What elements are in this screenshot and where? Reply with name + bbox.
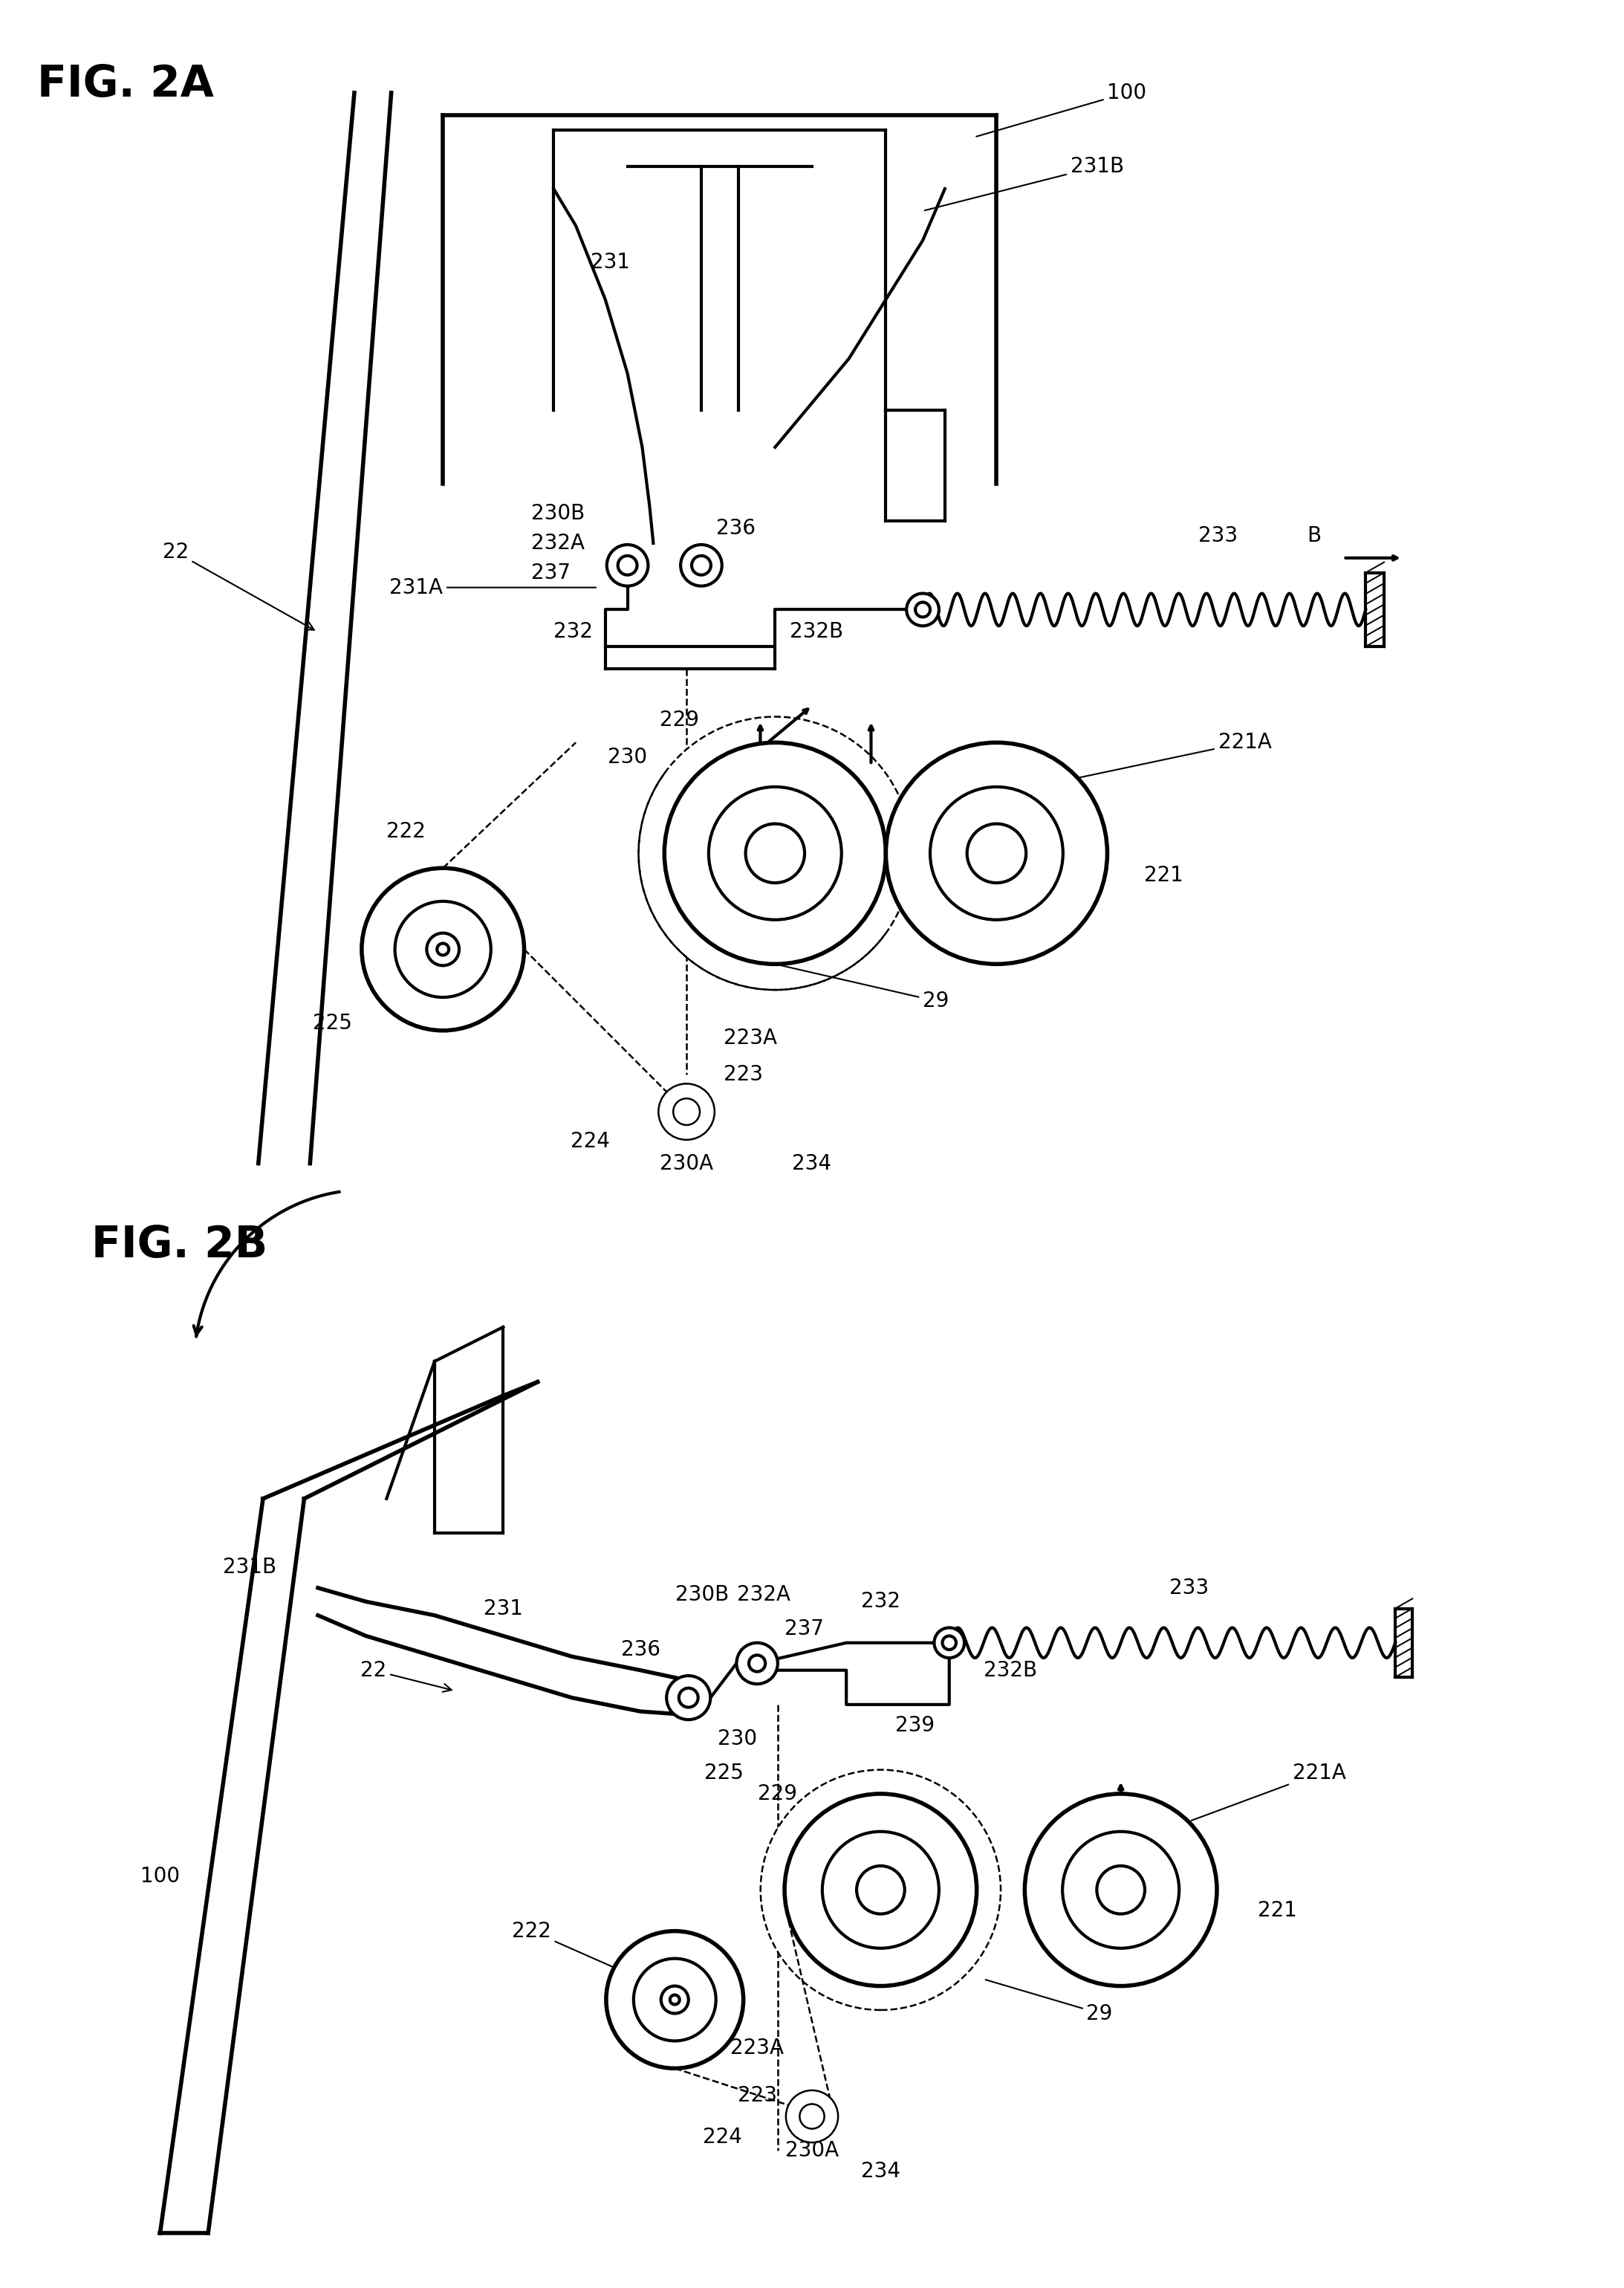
Circle shape: [708, 787, 841, 920]
Text: 221: 221: [1259, 1899, 1298, 1922]
Circle shape: [617, 556, 637, 574]
Text: 230B: 230B: [531, 503, 585, 524]
Text: 234: 234: [861, 2160, 900, 2183]
Text: 231: 231: [484, 1597, 523, 1620]
Circle shape: [749, 1654, 765, 1673]
Text: 236: 236: [620, 1638, 659, 1661]
Circle shape: [737, 1643, 778, 1684]
Circle shape: [661, 1986, 689, 2013]
Circle shape: [916, 602, 931, 618]
Circle shape: [671, 1995, 679, 2004]
Text: 230A: 230A: [659, 1153, 713, 1174]
Text: 230: 230: [607, 746, 648, 769]
Text: 232B: 232B: [789, 622, 843, 643]
Circle shape: [942, 1636, 957, 1650]
Text: 229: 229: [758, 1782, 797, 1805]
Circle shape: [1062, 1830, 1179, 1949]
Text: 229: 229: [659, 709, 698, 730]
Text: 225: 225: [705, 1762, 744, 1785]
Text: 100: 100: [976, 82, 1147, 137]
Text: 29: 29: [778, 966, 948, 1011]
Text: 224: 224: [703, 2126, 742, 2148]
Circle shape: [607, 545, 648, 586]
Text: 224: 224: [572, 1130, 611, 1151]
Circle shape: [966, 824, 1026, 883]
Circle shape: [362, 867, 525, 1030]
Circle shape: [934, 1627, 965, 1659]
Circle shape: [679, 1689, 698, 1707]
Text: 232A: 232A: [531, 533, 585, 554]
Text: 22: 22: [162, 542, 313, 629]
Text: 232B: 232B: [984, 1659, 1038, 1682]
Text: 233: 233: [1199, 526, 1237, 547]
Circle shape: [799, 2105, 825, 2128]
Circle shape: [674, 1098, 700, 1126]
Circle shape: [680, 545, 723, 586]
Text: 231: 231: [591, 252, 630, 272]
Text: 29: 29: [986, 1979, 1112, 2025]
Circle shape: [638, 716, 911, 991]
Text: FIG. 2B: FIG. 2B: [91, 1224, 268, 1268]
Circle shape: [885, 744, 1108, 963]
Text: 237: 237: [784, 1618, 823, 1640]
Circle shape: [745, 824, 804, 883]
Text: 236: 236: [716, 517, 755, 540]
Circle shape: [784, 1794, 976, 1986]
Circle shape: [606, 1931, 744, 2068]
Text: 221A: 221A: [1192, 1762, 1346, 1821]
Circle shape: [427, 934, 460, 966]
Text: 100: 100: [140, 1865, 180, 1888]
Circle shape: [786, 2091, 838, 2142]
Text: 231B: 231B: [222, 1556, 276, 1579]
Text: 231B: 231B: [924, 156, 1124, 210]
Text: 223: 223: [737, 2084, 776, 2107]
Circle shape: [666, 1675, 710, 1721]
Text: 230A: 230A: [786, 2139, 838, 2162]
Circle shape: [906, 593, 939, 627]
Circle shape: [633, 1959, 716, 2041]
Text: 237: 237: [531, 563, 572, 583]
Text: 231A: 231A: [390, 577, 596, 597]
Text: 221A: 221A: [1072, 732, 1272, 778]
Circle shape: [1025, 1794, 1216, 1986]
Text: 222: 222: [512, 1920, 638, 1979]
Circle shape: [931, 787, 1064, 920]
Text: FIG. 2A: FIG. 2A: [37, 64, 214, 105]
Text: 230: 230: [718, 1727, 757, 1750]
Text: 225: 225: [312, 1014, 352, 1034]
Text: 223: 223: [723, 1064, 763, 1085]
Text: 221: 221: [1145, 865, 1184, 885]
Circle shape: [664, 744, 885, 963]
Text: 232: 232: [861, 1590, 900, 1613]
Circle shape: [822, 1830, 939, 1949]
Text: 232: 232: [554, 622, 593, 643]
Text: B: B: [1307, 526, 1320, 547]
Text: 239: 239: [895, 1714, 935, 1737]
Text: 232A: 232A: [737, 1583, 791, 1606]
Text: 234: 234: [793, 1153, 831, 1174]
Text: 223A: 223A: [731, 2036, 784, 2059]
Text: 233: 233: [1169, 1576, 1210, 1599]
Text: 222: 222: [387, 821, 425, 842]
Circle shape: [395, 901, 490, 998]
Circle shape: [856, 1867, 905, 1913]
Circle shape: [692, 556, 711, 574]
Circle shape: [658, 1085, 715, 1139]
Circle shape: [437, 943, 448, 954]
Text: 230B: 230B: [676, 1583, 729, 1606]
Text: 22: 22: [361, 1659, 451, 1691]
Circle shape: [1096, 1867, 1145, 1913]
Circle shape: [760, 1771, 1000, 2011]
Text: 223A: 223A: [723, 1027, 776, 1048]
